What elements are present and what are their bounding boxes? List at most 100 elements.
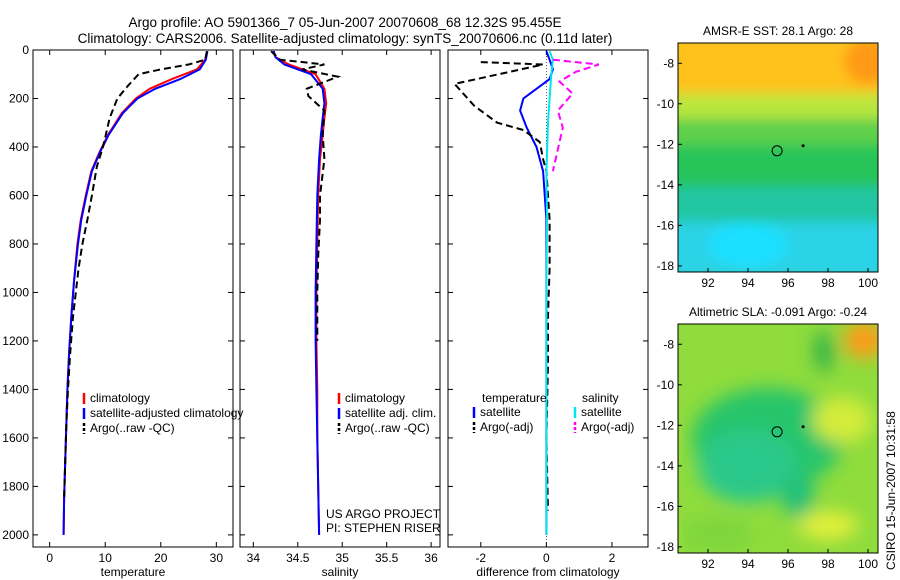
depth-tick-label: 1400: [2, 382, 29, 396]
temperature-xtick-label: 20: [154, 551, 168, 565]
map-sla-xtick-label: 94: [741, 557, 755, 571]
temperature-panel: 0 10 20 30 temperature 0 200 400 600 800 1000 1200 1…: [2, 43, 234, 579]
difference-series-2-line: [545, 50, 554, 535]
map-sla-colorfield: [678, 324, 878, 553]
depth-tick-label: 600: [9, 188, 29, 202]
depth-tick-label: 1600: [2, 431, 29, 445]
depth-tick-label: 2000: [2, 528, 29, 542]
map-sst-argo-dot: [801, 144, 805, 148]
sla-blend-layer: [682, 324, 878, 553]
temperature-legend-entry-label: climatology: [90, 391, 150, 405]
figure-title-line1: Argo profile: AO 5901366_7 05-Jun-2007 2…: [128, 15, 561, 30]
temperature-series-2-line: [63, 51, 208, 499]
map-sst-axes-box: [677, 42, 879, 273]
sla-small-eddy: [814, 330, 834, 373]
map-sst-xtick-label: 100: [858, 276, 878, 290]
salinity-xtick-label: 34.5: [286, 551, 310, 565]
map-sla-ytick-label: -14: [657, 459, 675, 473]
difference-series-3-line: [551, 58, 600, 172]
difference-legend-entry-label: satellite: [581, 405, 622, 419]
salinity-series-2-line: [270, 50, 342, 341]
depth-tick-label: 1200: [2, 334, 29, 348]
salinity-axes-box: [239, 49, 441, 548]
sst-blend-layer: [678, 43, 878, 272]
map-sla-xtick-label: 92: [701, 557, 715, 571]
difference-xtick-label: -2: [475, 551, 486, 565]
map-sst-ytick-label: -18: [657, 259, 675, 273]
map-sst-xtick-label: 96: [781, 276, 795, 290]
difference-legend-entry-label: satellite: [480, 405, 521, 419]
sla-eddy: [782, 472, 814, 519]
salinity-xtick-label: 35: [336, 551, 350, 565]
depth-tick-label: 800: [9, 237, 29, 251]
map-sla-ytick-label: -18: [657, 540, 675, 554]
temperature-xlabel: temperature: [101, 565, 166, 579]
temperature-xtick-label: 30: [210, 551, 224, 565]
map-sst-ytick-label: -8: [663, 56, 674, 70]
difference-legend-group-title: salinity: [582, 391, 619, 405]
difference-xlabel: difference from climatology: [476, 565, 619, 579]
sla-south-green: [682, 516, 754, 553]
map-sla-panel: Altimetric SLA: -0.091 Argo: -0.24 92 94 96…: [657, 305, 879, 571]
depth-tick-label: 1000: [2, 285, 29, 299]
sst-cool-band: [678, 184, 878, 222]
difference-legend: temperature salinitysatelliteArgo(-adj)sa…: [472, 391, 634, 434]
sla-yellow-patch: [812, 397, 872, 444]
sst-cold-patch: [708, 221, 788, 268]
depth-tick-label: 200: [9, 91, 29, 105]
difference-legend-entry-label: Argo(-adj): [581, 420, 634, 434]
salinity-legend-entry-label: climatology: [345, 391, 405, 405]
sla-yellow-ridge: [798, 511, 858, 540]
sla-high-patch: [844, 324, 878, 359]
pi-note: PI: STEPHEN RISER: [326, 521, 441, 535]
map-sla-xtick-label: 100: [858, 557, 878, 571]
depth-tick-label: 400: [9, 140, 29, 154]
difference-xtick-label: 0: [543, 551, 550, 565]
map-sst-xtick-label: 94: [741, 276, 755, 290]
sst-hot-patch: [844, 43, 878, 85]
temperature-legend-entry-label: Argo(..raw -QC): [90, 421, 175, 435]
map-sst-ytick-label: -16: [657, 218, 675, 232]
map-sst-ytick-label: -12: [657, 137, 675, 151]
map-sla-argo-dot: [801, 425, 805, 429]
map-sst-argo-marker: [771, 145, 783, 157]
map-sla-title: Altimetric SLA: -0.091 Argo: -0.24: [689, 305, 867, 319]
csiro-timestamp: CSIRO 15-Jun-2007 10:31:58: [884, 411, 898, 570]
map-sla-xtick-label: 98: [821, 557, 835, 571]
map-sst-xtick-label: 92: [701, 276, 715, 290]
salinity-xtick-label: 36: [424, 551, 438, 565]
difference-legend-group-title: temperature: [482, 391, 547, 405]
depth-tick-label: 0: [22, 43, 29, 57]
depth-tick-label: 1800: [2, 479, 29, 493]
temperature-xtick-label: 10: [99, 551, 113, 565]
difference-series-1-line: [452, 61, 551, 511]
sla-trough-core: [698, 429, 798, 503]
map-sst-title: AMSR-E SST: 28.1 Argo: 28: [703, 24, 853, 38]
map-sla-ytick-label: -16: [657, 499, 675, 513]
map-sla-ytick-label: -8: [663, 337, 674, 351]
map-sla-ytick-label: -12: [657, 418, 675, 432]
map-sla-xtick-label: 96: [781, 557, 795, 571]
temperature-xtick-label: 0: [46, 551, 53, 565]
difference-legend-entry-label: Argo(-adj): [480, 420, 533, 434]
us-argo-project-note: US ARGO PROJECT: [326, 507, 441, 521]
salinity-xlabel: salinity: [322, 565, 359, 579]
map-sst-panel: AMSR-E SST: 28.1 Argo: 28 92 94 96 98 100 -8 -1…: [657, 24, 879, 290]
map-sla-ytick-label: -10: [657, 378, 675, 392]
map-sst-colorfield: [678, 43, 878, 272]
map-sst-ytick-label: -10: [657, 97, 675, 111]
salinity-panel: 34 34.5 35 35.5 36 salinity: [239, 49, 441, 579]
salinity-xtick-label: 34: [247, 551, 261, 565]
map-sla-argo-marker: [771, 426, 783, 438]
salinity-series-1-line: [272, 50, 326, 535]
temperature-axes-box: [32, 49, 234, 548]
salinity-legend-entry-label: satellite adj. clim.: [345, 406, 436, 420]
map-sst-ytick-label: -14: [657, 178, 675, 192]
difference-xtick-label: 2: [609, 551, 616, 565]
map-sla-axes-box: [677, 323, 879, 554]
